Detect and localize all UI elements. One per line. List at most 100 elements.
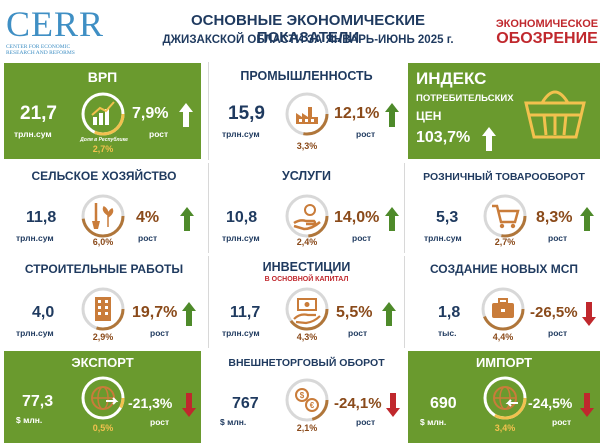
card-agriculture: СЕЛЬСКОЕ ХОЗЯЙСТВО 11,8 трлн.сум 6,0% 4%…: [4, 163, 204, 253]
card-export: ЭКСПОРТ 77,3 $ млн. 0,5% -21,3% рост: [4, 351, 201, 443]
card-sme: СОЗДАНИЕ НОВЫХ МСП 1,8 тыс. 4,4% -26,5% …: [408, 256, 600, 348]
agriculture-growth-label: рост: [138, 233, 158, 243]
divider: [404, 163, 405, 253]
import-unit: $ млн.: [420, 417, 447, 427]
globe-export-icon: [80, 375, 126, 421]
card-title: УСЛУГИ: [281, 169, 332, 183]
import-growth-label: рост: [552, 417, 572, 427]
arrow-up-icon: [580, 207, 594, 231]
logo-subtitle-2: RESEARCH AND REFORMS: [6, 50, 75, 56]
brand-line-2: ОБОЗРЕНИЕ: [496, 30, 598, 47]
brand-logo: ЭКОНОМИЧЕСКОЕ ОБОЗРЕНИЕ: [493, 18, 601, 48]
brand-line-1: ЭКОНОМИЧЕСКОЕ: [495, 18, 599, 30]
card-title: ИНВЕСТИЦИИ: [262, 260, 351, 274]
card-title: СТРОИТЕЛЬНЫЕ РАБОТЫ: [24, 262, 184, 276]
export-share: 0,5%: [92, 423, 114, 433]
card-industry: ПРОМЫШЛЕННОСТЬ 15,9 трлн.сум 3,3% 12,1% …: [210, 63, 403, 159]
factory-icon: [284, 91, 330, 137]
building-icon: [80, 286, 126, 332]
industry-unit: трлн.сум: [222, 129, 260, 139]
basket-icon: [520, 81, 590, 143]
construction-value: 4,0: [32, 304, 55, 321]
retail-unit: трлн.сум: [424, 233, 462, 243]
svg-text:$: $: [300, 391, 305, 400]
export-unit: $ млн.: [16, 415, 43, 425]
arrow-up-icon: [180, 207, 194, 231]
arrow-down-icon: [386, 393, 400, 417]
card-title: РОЗНИЧНЫЙ ТОВАРООБОРОТ: [423, 171, 585, 183]
shopping-cart-icon: [482, 193, 528, 239]
investment-growth: 5,5%: [336, 304, 373, 321]
services-value: 10,8: [226, 209, 258, 226]
card-investment: ИНВЕСТИЦИИ В ОСНОВНОЙ КАПИТАЛ 11,7 трлн.…: [210, 256, 403, 348]
arrow-up-icon: [385, 103, 399, 127]
services-growth-label: рост: [352, 233, 372, 243]
vrp-growth-label: рост: [149, 129, 169, 139]
money-hand-icon: [284, 286, 330, 332]
services-growth: 14,0%: [334, 209, 380, 226]
card-title: ВНЕШНЕТОРГОВЫЙ ОБОРОТ: [228, 357, 385, 369]
retail-growth-label: рост: [548, 233, 568, 243]
card-title: ЭКСПОРТ: [71, 355, 134, 370]
arrow-up-icon: [482, 127, 496, 151]
card-title: ВРП: [87, 69, 118, 85]
vrp-value: 21,7: [20, 103, 57, 124]
card-title: СОЗДАНИЕ НОВЫХ МСП: [429, 262, 579, 276]
agriculture-share: 6,0%: [92, 237, 114, 247]
export-growth-label: рост: [150, 417, 170, 427]
card-title: СЕЛЬСКОЕ ХОЗЯЙСТВО: [31, 169, 177, 183]
sme-growth-label: рост: [548, 328, 568, 338]
divider: [404, 256, 405, 348]
arrow-up-icon: [179, 103, 193, 127]
card-vrp: ВРП 21,7 трлн.сум Доля в Республике 2,7%…: [4, 63, 201, 159]
sme-unit: тыс.: [438, 328, 457, 338]
cpi-title-2: ПОТРЕБИТЕЛЬСКИХ: [416, 93, 514, 104]
agriculture-unit: трлн.сум: [16, 233, 54, 243]
industry-growth-label: рост: [356, 129, 376, 139]
import-share: 3,4%: [494, 423, 516, 433]
retail-value: 5,3: [436, 209, 459, 226]
services-share: 2,4%: [296, 237, 318, 247]
card-retail: РОЗНИЧНЫЙ ТОВАРООБОРОТ 5,3 трлн.сум 2,7%…: [408, 163, 600, 253]
card-services: УСЛУГИ 10,8 трлн.сум 2,4% 14,0% рост: [210, 163, 403, 253]
agriculture-growth: 4%: [136, 209, 160, 226]
arrow-down-icon: [580, 393, 594, 417]
divider: [208, 256, 209, 348]
industry-share: 3,3%: [296, 141, 318, 151]
industry-growth: 12,1%: [334, 105, 380, 122]
construction-growth: 19,7%: [132, 304, 178, 321]
trade-unit: $ млн.: [220, 417, 247, 427]
vrp-icon-caption: Доля в Республике: [80, 137, 128, 143]
export-value: 77,3: [22, 393, 54, 410]
card-title: ИМПОРТ: [475, 355, 533, 370]
card-import: ИМПОРТ 690 $ млн. 3,4% -24,5% рост: [408, 351, 600, 443]
services-unit: трлн.сум: [222, 233, 260, 243]
arrow-down-icon: [182, 393, 196, 417]
briefcase-icon: [480, 286, 526, 332]
trade-share: 2,1%: [296, 423, 318, 433]
investment-subtitle: В ОСНОВНОЙ КАПИТАЛ: [264, 276, 349, 283]
divider: [208, 163, 209, 253]
arrow-up-icon: [182, 302, 196, 326]
card-trade: ВНЕШНЕТОРГОВЫЙ ОБОРОТ 767 $ млн. $ € 2,1…: [210, 351, 403, 443]
construction-unit: трлн.сум: [16, 328, 54, 338]
growth-chart-icon: [80, 91, 126, 137]
trade-growth: -24,1%: [334, 395, 382, 412]
retail-share: 2,7%: [494, 237, 516, 247]
vrp-share: 2,7%: [92, 144, 114, 154]
sme-value: 1,8: [438, 304, 461, 321]
globe-import-icon: [482, 375, 528, 421]
card-construction: СТРОИТЕЛЬНЫЕ РАБОТЫ 4,0 трлн.сум 2,9% 19…: [4, 256, 204, 348]
arrow-up-icon: [385, 207, 399, 231]
export-growth: -21,3%: [128, 395, 173, 411]
import-growth: -24,5%: [528, 395, 573, 411]
sme-growth: -26,5%: [530, 304, 578, 321]
logo-subtitle-1: CENTER FOR ECONOMIC: [6, 44, 71, 50]
cpi-title-3: ЦЕН: [416, 109, 442, 123]
sme-share: 4,4%: [492, 332, 514, 342]
arrow-down-icon: [582, 302, 596, 326]
cpi-value: 103,7%: [416, 129, 471, 146]
card-cpi: ИНДЕКС ПОТРЕБИТЕЛЬСКИХ ЦЕН 103,7%: [408, 63, 600, 159]
investment-share: 4,3%: [296, 332, 318, 342]
cerr-logo: CERR CENTER FOR ECONOMIC RESEARCH AND RE…: [6, 4, 126, 60]
